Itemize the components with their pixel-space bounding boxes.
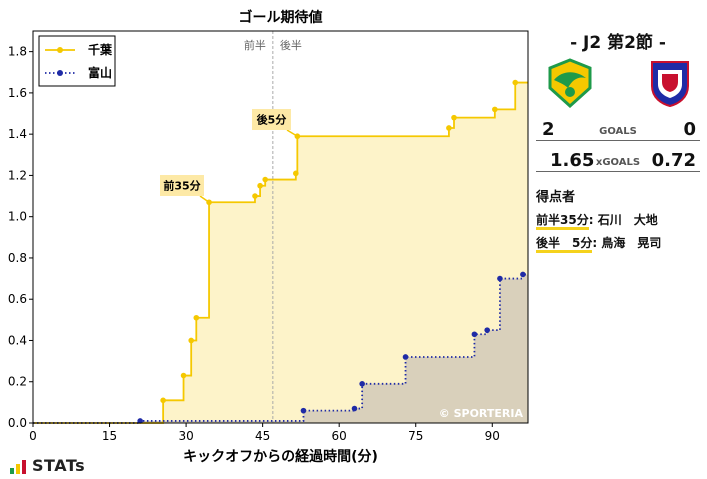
- y-tick-label: 0.8: [8, 251, 27, 265]
- plot-frame: [32, 30, 529, 424]
- data-point: [300, 407, 307, 414]
- divider: [536, 171, 700, 172]
- data-point: [293, 170, 299, 177]
- series-area-0: [33, 82, 528, 423]
- series-line-1: [33, 273, 528, 424]
- data-point: [497, 275, 503, 282]
- divider: [536, 140, 700, 141]
- y-tick-label: 0.4: [8, 333, 27, 347]
- halftime-left-label: 前半: [244, 38, 266, 52]
- scorers-heading: 得点者: [536, 190, 576, 205]
- match-title: - J2 第2節 -: [570, 33, 666, 53]
- data-point: [180, 372, 187, 379]
- data-point: [188, 337, 194, 344]
- scorer-item: 後半 5分: 鳥海 晃司: [536, 234, 662, 253]
- legend-marker: [57, 70, 63, 76]
- scorer-time: 前半35分: [536, 213, 589, 230]
- toyama-crest-icon: [651, 61, 689, 108]
- x-tick-label: 15: [102, 429, 117, 443]
- scorer-name: 鳥海 晃司: [601, 236, 662, 250]
- annotation-box: [160, 175, 204, 196]
- x-tick-label: 60: [332, 429, 347, 443]
- data-point: [512, 79, 519, 86]
- brand-name: STATs: [32, 456, 86, 475]
- data-point: [446, 125, 452, 131]
- legend-box: [38, 35, 116, 87]
- scorer-time: 後半 5分: [536, 236, 593, 253]
- data-point: [351, 405, 358, 412]
- home-xg: 1.65: [550, 150, 595, 171]
- data-point: [492, 106, 498, 113]
- away-goals: 0: [683, 119, 696, 140]
- x-tick-label: 90: [485, 429, 500, 443]
- legend-label: 富山: [88, 65, 112, 80]
- data-point: [359, 381, 365, 387]
- xgoals-row: 1.65 xGOALS 0.72: [536, 147, 700, 171]
- legend-label: 千葉: [88, 42, 113, 57]
- data-point: [257, 182, 263, 189]
- xgoals-label: xGOALS: [595, 157, 641, 168]
- data-point: [471, 331, 478, 338]
- chart-title: ゴール期待値: [239, 9, 323, 26]
- y-tick-label: 1.6: [8, 86, 27, 100]
- data-point: [137, 418, 143, 424]
- data-point: [402, 354, 409, 360]
- x-tick-label: 30: [178, 429, 193, 443]
- annotation-leader: [286, 129, 298, 137]
- annotation-box: [252, 109, 291, 130]
- annotation-label: 前35分: [163, 179, 200, 193]
- y-tick-label: 1.8: [8, 45, 27, 59]
- x-tick-label: 45: [255, 429, 270, 443]
- x-axis-label: キックオフからの経過時間(分): [183, 448, 378, 465]
- y-tick-label: 0.2: [8, 375, 27, 389]
- y-tick-label: 1.4: [8, 127, 27, 141]
- y-tick-label: 0.0: [8, 416, 27, 430]
- series-area-1: [33, 274, 528, 423]
- data-point: [262, 176, 268, 183]
- goals-label: GOALS: [599, 126, 637, 137]
- data-point: [193, 314, 200, 321]
- data-point: [484, 327, 490, 333]
- goals-row: 2 GOALS 0: [536, 116, 700, 140]
- data-point: [252, 193, 258, 199]
- y-tick-label: 1.0: [8, 210, 27, 224]
- halftime-right-label: 後半: [280, 38, 302, 52]
- legend-marker: [57, 47, 63, 53]
- bar-chart-icon: [10, 460, 26, 474]
- data-point: [451, 114, 457, 121]
- x-tick-label: 75: [408, 429, 423, 443]
- home-goals: 2: [542, 119, 555, 140]
- y-tick-label: 0.6: [8, 292, 27, 306]
- annotation-leader: [199, 195, 210, 203]
- scorer-item: 前半35分: 石川 大地: [536, 211, 658, 230]
- x-tick-label: 0: [29, 429, 37, 443]
- data-point: [160, 397, 166, 404]
- annotation-label: 後5分: [257, 113, 287, 127]
- y-tick-label: 1.2: [8, 168, 27, 182]
- chiba-crest-icon: [548, 58, 592, 108]
- scorer-name: 石川 大地: [597, 213, 658, 227]
- data-point: [520, 271, 526, 278]
- away-xg: 0.72: [651, 150, 696, 171]
- watermark: © SPORTERIA: [439, 407, 524, 420]
